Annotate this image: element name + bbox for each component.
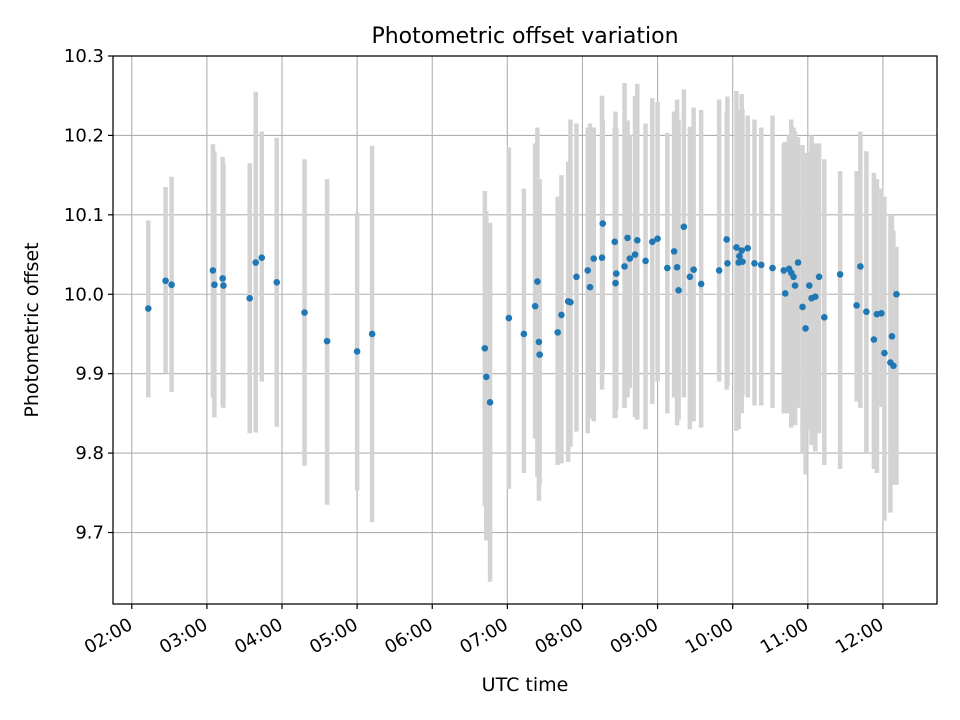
data-point <box>697 280 705 288</box>
data-point <box>554 329 561 336</box>
data-point <box>567 298 574 306</box>
data-point <box>780 267 788 274</box>
data-point <box>168 281 175 289</box>
data-point <box>791 282 799 289</box>
data-point <box>220 282 227 289</box>
data-point <box>690 266 697 273</box>
data-point <box>586 283 594 291</box>
data-point <box>505 314 513 322</box>
data-point <box>675 286 682 294</box>
data-point <box>799 303 806 311</box>
data-point <box>724 259 731 267</box>
data-point <box>534 278 541 285</box>
data-point <box>621 263 628 270</box>
data-point <box>612 279 619 287</box>
data-point <box>715 267 723 274</box>
data-point <box>781 290 789 297</box>
data-point <box>486 398 494 406</box>
data-point <box>686 273 694 281</box>
data-point <box>821 313 828 321</box>
data-point <box>878 310 885 317</box>
data-point <box>631 251 639 258</box>
data-point <box>536 351 543 358</box>
y-tick-label: 9.9 <box>75 364 104 385</box>
data-point <box>353 348 361 355</box>
data-point <box>481 344 489 352</box>
data-point <box>598 254 606 262</box>
data-point <box>881 349 888 357</box>
data-point <box>162 277 169 285</box>
data-point <box>483 373 490 381</box>
data-point <box>209 267 217 274</box>
data-point <box>870 336 878 343</box>
data-point <box>368 330 376 338</box>
data-point <box>219 275 226 282</box>
y-axis-ticks: 9.7 9.8 9.9 10.0 10.1 10.2 10.3 <box>64 46 113 544</box>
data-point <box>680 223 688 231</box>
data-points <box>145 220 900 406</box>
data-point <box>626 255 634 262</box>
data-point <box>815 273 823 281</box>
data-point <box>535 338 543 346</box>
data-point <box>145 305 152 312</box>
data-point <box>246 294 254 302</box>
data-point <box>323 337 331 345</box>
data-point <box>890 362 897 370</box>
data-point <box>857 263 864 270</box>
y-tick-label: 10.2 <box>64 125 104 146</box>
data-point <box>624 234 631 242</box>
data-point <box>654 235 661 242</box>
data-point <box>558 311 565 319</box>
data-point <box>611 238 619 246</box>
data-point <box>893 290 900 298</box>
data-point <box>301 309 308 316</box>
data-point <box>531 302 539 310</box>
data-point <box>664 264 671 272</box>
data-point <box>252 259 260 266</box>
data-point <box>673 263 681 271</box>
data-point <box>733 244 740 251</box>
x-axis-label: UTC time <box>482 674 569 696</box>
data-point <box>836 271 844 278</box>
data-point <box>751 259 758 267</box>
data-point <box>769 264 776 272</box>
data-point <box>790 273 797 281</box>
data-point <box>744 244 752 252</box>
data-point <box>258 254 266 262</box>
data-point <box>211 281 218 289</box>
data-point <box>794 259 802 266</box>
data-point <box>584 267 592 274</box>
y-tick-label: 10.1 <box>64 205 104 226</box>
y-tick-label: 9.7 <box>75 523 104 544</box>
data-point <box>863 308 870 316</box>
data-point <box>649 238 656 246</box>
data-point <box>888 333 896 340</box>
data-point <box>642 257 649 265</box>
data-point <box>736 252 743 260</box>
y-tick-label: 10.3 <box>64 46 104 67</box>
data-point <box>802 325 809 332</box>
y-tick-label: 9.8 <box>75 443 104 464</box>
data-point <box>612 270 620 277</box>
data-point <box>520 330 528 338</box>
data-point <box>670 248 678 255</box>
data-point <box>599 220 607 227</box>
data-point <box>738 247 746 254</box>
data-point <box>633 236 641 244</box>
y-axis-label: Photometric offset <box>21 242 43 417</box>
data-point <box>757 261 765 269</box>
chart-title: Photometric offset variation <box>371 24 678 49</box>
data-point <box>853 302 860 309</box>
data-point <box>812 293 819 300</box>
plot-frame <box>112 55 938 605</box>
data-point <box>273 279 281 286</box>
data-point <box>590 255 598 262</box>
data-point <box>739 258 746 265</box>
y-tick-label: 10.0 <box>64 284 104 305</box>
data-point <box>573 273 580 281</box>
data-point <box>723 236 730 243</box>
data-point <box>806 282 813 289</box>
